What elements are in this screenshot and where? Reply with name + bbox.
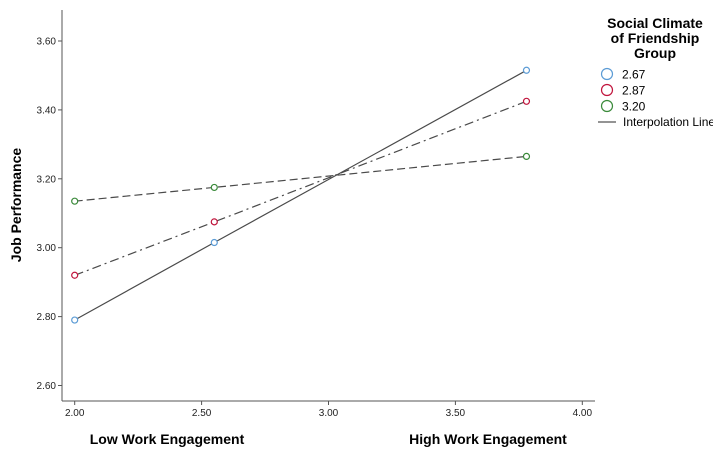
legend-label-2.87: 2.87 xyxy=(622,84,646,98)
legend-marker-2.87 xyxy=(600,83,614,97)
y-tick-label: 3.40 xyxy=(37,105,57,116)
x-tick-label: 2.00 xyxy=(65,408,85,419)
legend-interpolation-label: Interpolation Line xyxy=(623,115,713,129)
y-tick-label: 3.20 xyxy=(37,174,57,185)
legend: Social Climate of Friendship Group 2.672… xyxy=(598,15,713,129)
series-lines xyxy=(74,69,527,321)
y-tick-label: 3.60 xyxy=(37,37,57,48)
data-point-2.67 xyxy=(210,238,218,247)
series-line-2.67 xyxy=(74,69,527,321)
x-tick-label: 4.00 xyxy=(573,408,593,419)
data-point-2.67 xyxy=(522,66,531,74)
legend-label-2.67: 2.67 xyxy=(622,68,646,82)
data-point-3.20 xyxy=(210,183,218,192)
legend-title-line-1: Social Climate xyxy=(607,15,703,31)
legend-label-3.20: 3.20 xyxy=(622,100,646,114)
legend-title-line-2: of Friendship xyxy=(611,30,700,46)
x-tick-label: 3.50 xyxy=(446,408,466,419)
y-axis-label: Job Performance xyxy=(8,148,24,263)
data-point-2.87 xyxy=(210,218,218,226)
data-point-2.87 xyxy=(522,97,531,105)
series-line-3.20 xyxy=(74,155,527,202)
series-line-2.87 xyxy=(74,100,527,276)
x-category-label-low: Low Work Engagement xyxy=(90,431,245,447)
legend-marker-2.67 xyxy=(600,67,614,81)
data-point-3.20 xyxy=(71,197,79,205)
legend-marker-3.20 xyxy=(600,99,614,113)
data-point-3.20 xyxy=(522,152,531,161)
y-tick-label: 3.00 xyxy=(37,243,57,254)
axes xyxy=(61,10,595,402)
legend-items: 2.67 2.87 3.20 xyxy=(600,67,646,114)
y-tick-label: 2.60 xyxy=(37,381,57,392)
series-points xyxy=(71,66,531,324)
data-point-2.67 xyxy=(71,316,79,324)
y-ticks: 2.60 2.80 3.00 3.20 3.40 3.60 xyxy=(37,37,62,392)
x-ticks: 2.00 2.50 3.00 3.50 4.00 xyxy=(65,401,593,419)
data-point-2.87 xyxy=(71,271,79,279)
legend-title-line-3: Group xyxy=(634,45,676,61)
x-category-label-high: High Work Engagement xyxy=(409,431,567,447)
y-tick-label: 2.80 xyxy=(37,312,57,323)
x-tick-label: 2.50 xyxy=(192,408,212,419)
x-tick-label: 3.00 xyxy=(319,408,339,419)
